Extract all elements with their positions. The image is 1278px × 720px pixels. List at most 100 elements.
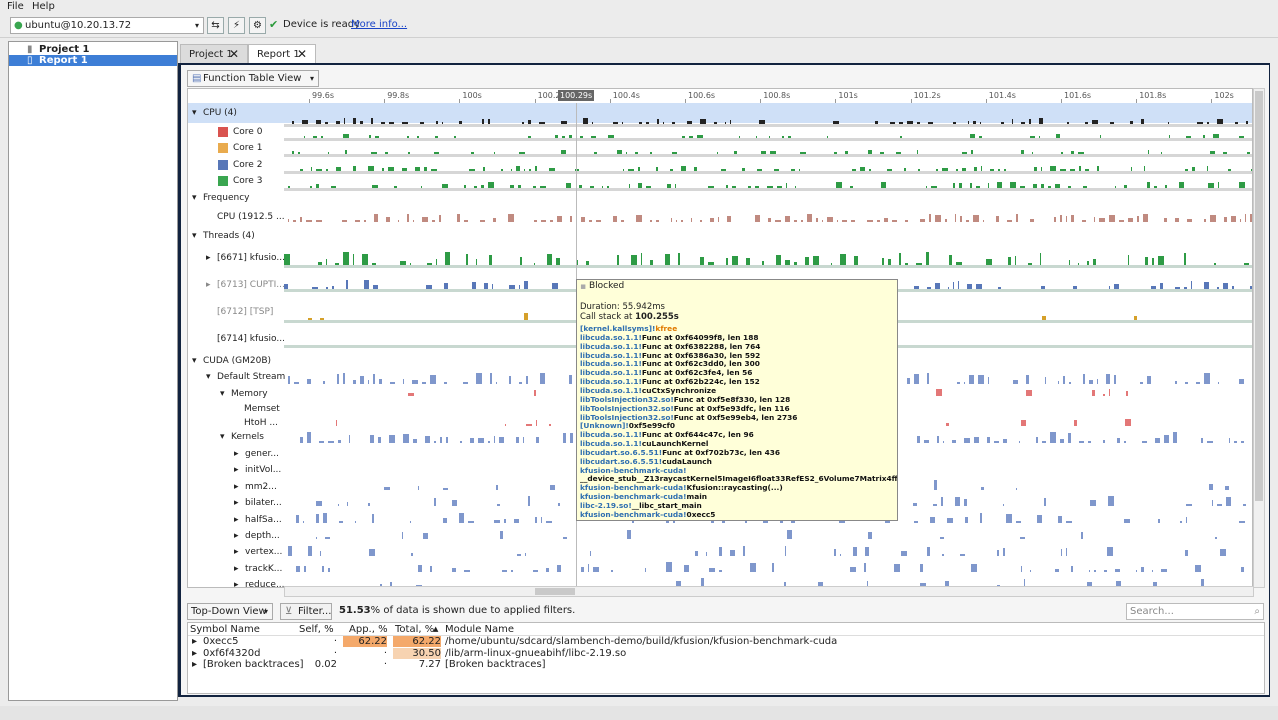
disconnect-button[interactable]: ⚡ [228, 17, 245, 34]
expand-icon[interactable]: ▸ [234, 449, 239, 459]
activity-segment [726, 258, 728, 265]
expand-icon[interactable]: ▸ [234, 563, 239, 574]
horizontal-scrollbar[interactable] [284, 586, 1254, 597]
activity-segment [672, 152, 677, 154]
frame-module: libToolsInjection32.so! [580, 394, 674, 404]
activity-lane[interactable] [284, 133, 1252, 141]
activity-segment [1152, 570, 1153, 572]
menu-help[interactable]: Help [32, 1, 55, 12]
expand-icon[interactable]: ▸ [192, 636, 198, 647]
activity-segment [368, 503, 370, 507]
activity-segment [535, 166, 537, 171]
search-input[interactable]: Search... ⌕ [1126, 603, 1264, 620]
sort-ascending-icon[interactable]: ▲ [433, 625, 439, 633]
tab-project[interactable]: Project 1 ✕ [180, 44, 248, 63]
tick-mark [459, 99, 461, 103]
time-ruler[interactable]: 99.6s 99.8s 100s 100.2s 100.4s 100.6s 100.8s 10… [284, 89, 1252, 103]
activity-segment [1137, 216, 1139, 222]
expand-icon[interactable]: ▾ [220, 432, 225, 442]
topdown-view-select[interactable]: Top-Down View ▾ [187, 603, 273, 620]
activity-segment [794, 220, 797, 222]
tab-report[interactable]: Report 1 ✕ [248, 44, 316, 63]
view-select[interactable]: ▤ Function Table View ▾ [187, 70, 319, 87]
table-row[interactable]: ▸ 0xf6f4320d · · 30.50/lib/arm-linux-gnueabi… [188, 647, 1264, 659]
kernels-label: Kernels [231, 432, 264, 442]
expand-icon[interactable]: ▸ [192, 647, 198, 659]
activity-segment [1026, 390, 1032, 396]
column-header[interactable]: Total, % [395, 624, 435, 635]
activity-segment [1186, 516, 1187, 523]
expand-icon[interactable]: ▾ [192, 356, 197, 366]
activity-segment [581, 217, 585, 222]
swap-button[interactable]: ⇆ [207, 17, 224, 34]
activity-segment [721, 169, 726, 171]
activity-segment [920, 564, 923, 572]
activity-lane[interactable] [284, 165, 1252, 174]
activity-segment [1010, 182, 1016, 188]
activity-segment [974, 167, 977, 171]
activity-lane[interactable] [284, 117, 1252, 127]
activity-segment [421, 186, 422, 188]
close-icon[interactable]: ✕ [296, 47, 307, 61]
activity-lane[interactable] [284, 545, 1252, 559]
tree-item-report[interactable]: ▯ Report 1 [9, 55, 177, 66]
expand-icon[interactable]: ▸ [206, 280, 211, 290]
vertical-scrollbar[interactable] [1253, 88, 1265, 588]
device-select[interactable]: ● ubuntu@10.20.13.72 ▾ [10, 17, 204, 34]
expand-icon[interactable]: ▾ [192, 108, 197, 118]
activity-segment [645, 568, 646, 572]
activity-lane[interactable] [284, 561, 1252, 575]
activity-segment [415, 167, 420, 171]
activity-lane[interactable] [284, 181, 1252, 191]
activity-segment [320, 550, 321, 556]
activity-segment [332, 286, 334, 289]
more-info-link[interactable]: More info... [351, 19, 408, 30]
expand-icon[interactable]: ▾ [192, 193, 197, 203]
tree-item-project[interactable]: ▮ Project 1 [9, 44, 177, 55]
table-row[interactable]: ▸ 0xecc5 · 62.22 62.22/home/ubuntu/sdcard/sl… [188, 636, 1264, 647]
expand-icon[interactable]: ▾ [192, 231, 197, 241]
scroll-thumb[interactable] [535, 588, 575, 595]
activity-segment [1164, 218, 1167, 222]
core-2-label: Core 2 [233, 160, 263, 170]
table-row[interactable]: ▸ [Broken backtraces] 0.02 · 7.27 [Broken bac… [188, 659, 1264, 670]
activity-lane[interactable] [284, 528, 1252, 542]
activity-segment [1066, 547, 1067, 556]
scroll-thumb[interactable] [1255, 91, 1263, 501]
activity-segment [759, 120, 765, 124]
close-icon[interactable]: ✕ [228, 47, 239, 61]
activity-segment [1015, 256, 1016, 265]
activity-segment [1218, 182, 1219, 188]
activity-segment [1003, 547, 1005, 556]
activity-lane[interactable] [284, 149, 1252, 157]
activity-segment [296, 566, 300, 572]
activity-segment [496, 382, 497, 384]
expand-icon[interactable]: ▸ [234, 531, 239, 541]
column-header[interactable]: Self, % [299, 624, 334, 635]
expand-icon[interactable]: ▸ [234, 498, 239, 509]
filter-button[interactable]: ⊻ Filter... [280, 603, 332, 620]
settings-button[interactable]: ⚙ [249, 17, 266, 34]
activity-segment [1016, 520, 1021, 523]
activity-segment [410, 520, 411, 523]
expand-icon[interactable]: ▸ [206, 253, 211, 263]
expand-icon[interactable]: ▾ [220, 389, 225, 399]
expand-icon[interactable]: ▸ [234, 514, 239, 525]
activity-segment [953, 122, 956, 124]
activity-segment [613, 122, 618, 124]
activity-lane[interactable] [284, 213, 1252, 225]
expand-icon[interactable]: ▸ [234, 481, 239, 492]
expand-icon[interactable]: ▾ [206, 372, 211, 382]
menu-file[interactable]: File [7, 1, 24, 12]
activity-lane[interactable] [284, 251, 1252, 268]
column-header[interactable]: App., % [349, 624, 388, 635]
expand-icon[interactable]: ▸ [192, 659, 198, 670]
expand-icon[interactable]: ▸ [234, 547, 239, 558]
activity-segment [827, 217, 833, 222]
tick-label: 100.4s [612, 91, 640, 100]
column-header[interactable]: Module Name [445, 624, 515, 635]
expand-icon[interactable]: ▸ [234, 465, 239, 476]
expand-icon[interactable]: ▸ [234, 580, 239, 588]
activity-lane[interactable] [284, 512, 1252, 526]
column-header[interactable]: Symbol Name [190, 624, 260, 635]
